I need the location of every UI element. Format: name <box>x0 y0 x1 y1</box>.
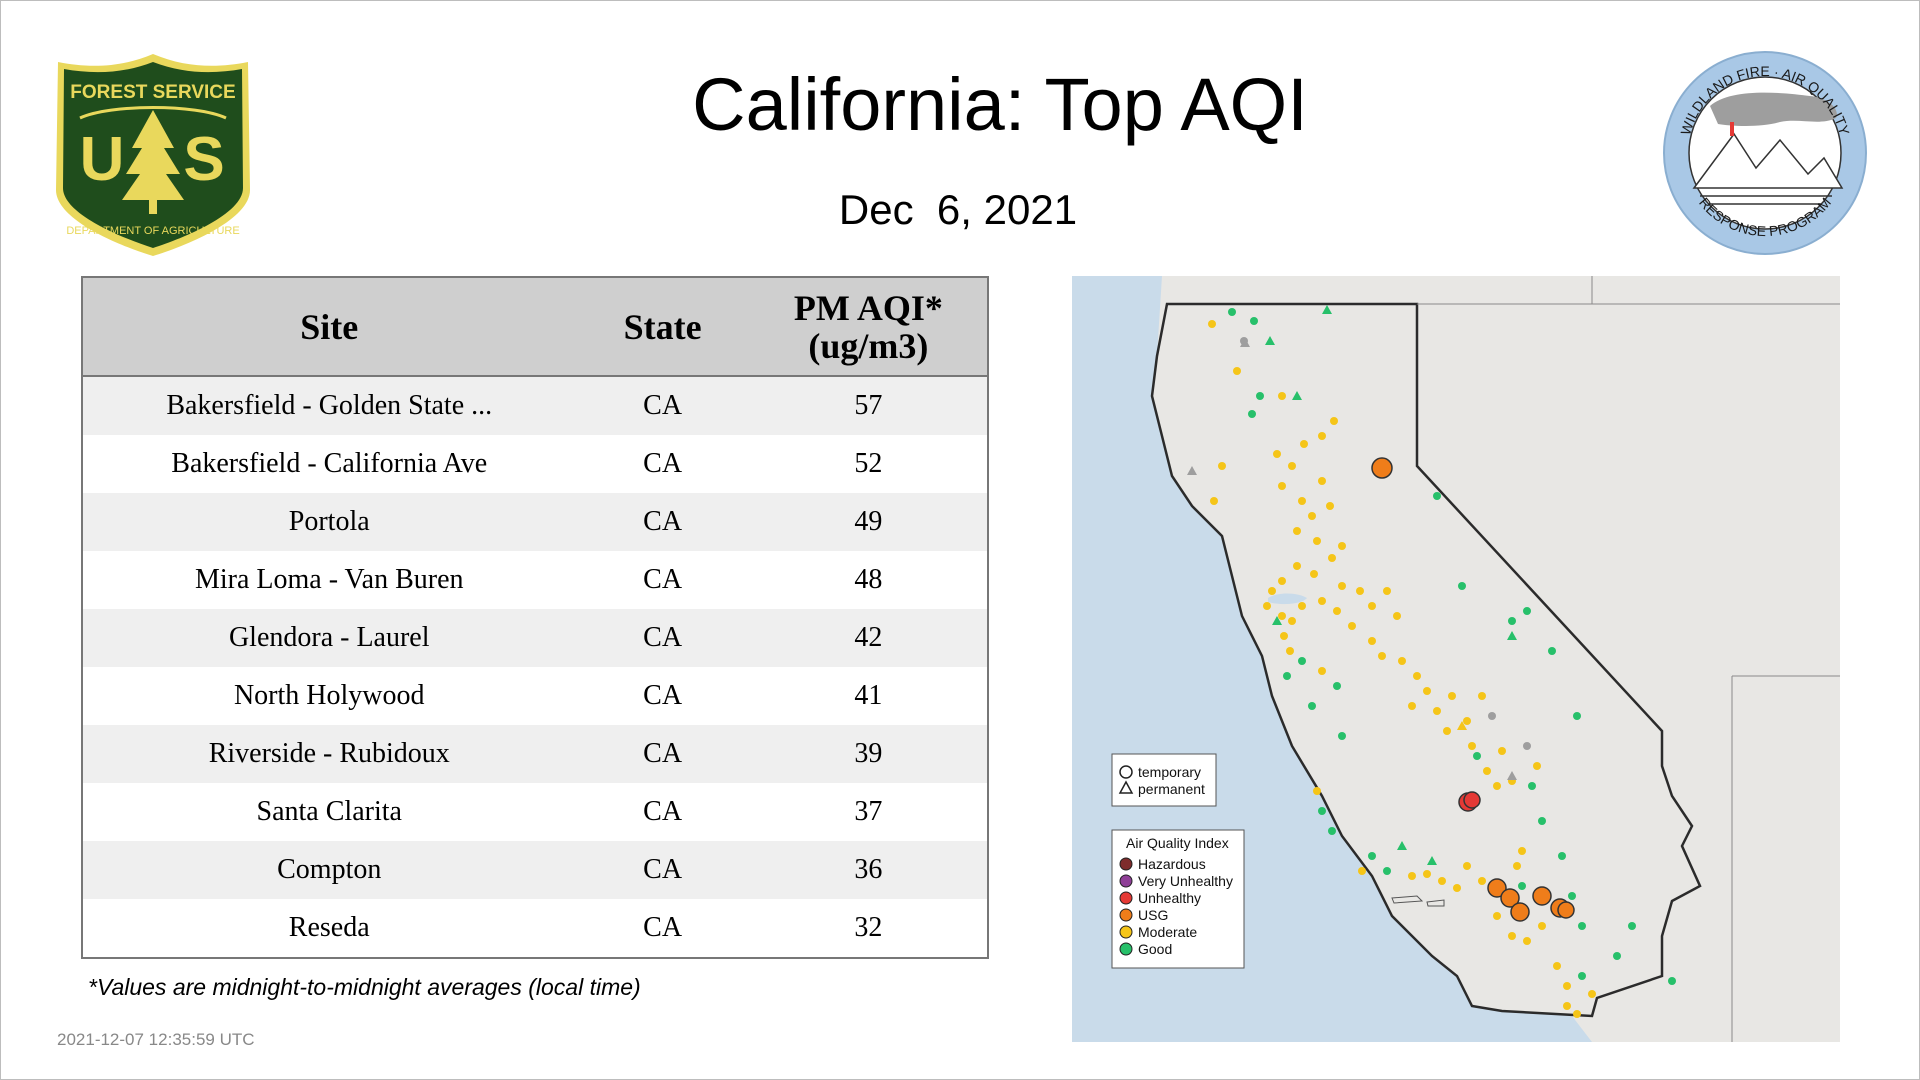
cell-aqi: 32 <box>749 899 988 958</box>
cell-aqi: 41 <box>749 667 988 725</box>
table-row: Portola CA 49 <box>82 493 988 551</box>
footnote: *Values are midnight-to-midnight average… <box>88 974 641 1000</box>
aqi-legend: Air Quality Index Hazardous Very Unhealt… <box>1111 829 1245 969</box>
svg-text:S: S <box>183 125 224 194</box>
table-row: Mira Loma - Van Buren CA 48 <box>82 551 988 609</box>
cell-state: CA <box>575 376 750 435</box>
cell-site: Portola <box>82 493 576 551</box>
cell-site: Reseda <box>82 899 576 958</box>
california-border <box>1150 302 1702 1018</box>
table-row: Glendora - Laurel CA 42 <box>82 609 988 667</box>
shape-legend: temporary permanent <box>1111 753 1217 807</box>
aqi-legend-good: Good <box>1138 941 1172 957</box>
header-aqi: PM AQI* (ug/m3) <box>749 277 988 377</box>
aqi-legend-moderate: Moderate <box>1138 924 1197 940</box>
bay-area-water <box>1268 593 1307 605</box>
cell-site: Riverside - Rubidoux <box>82 725 576 783</box>
generated-timestamp: 2021-12-07 12:35:59 UTC <box>57 1030 255 1049</box>
california-aqi-map: temporary permanent Air Quality Index Ha… <box>1072 276 1840 1042</box>
table-row: Santa Clarita CA 37 <box>82 783 988 841</box>
cell-state: CA <box>575 899 750 958</box>
land <box>1152 276 1840 1042</box>
cell-aqi: 39 <box>749 725 988 783</box>
forest-service-shield-logo: FOREST SERVICE U S DEPARTMENT OF AGRICUL… <box>56 54 250 256</box>
legend-temporary: temporary <box>1138 764 1201 780</box>
cell-aqi: 57 <box>749 376 988 435</box>
aqi-legend-unhealthy: Unhealthy <box>1138 890 1201 906</box>
temporary-circle-icon <box>1119 765 1133 779</box>
cell-state: CA <box>575 609 750 667</box>
cell-state: CA <box>575 725 750 783</box>
wildland-fire-aqrp-logo: WILDLAND FIRE · AIR QUALITY RESPONSE PRO… <box>1663 51 1867 255</box>
table-row: Reseda CA 32 <box>82 899 988 958</box>
table-row: Compton CA 36 <box>82 841 988 899</box>
aqi-legend-title: Air Quality Index <box>1126 835 1229 851</box>
permanent-triangle-icon <box>1118 780 1134 794</box>
cell-state: CA <box>575 435 750 493</box>
cell-aqi: 48 <box>749 551 988 609</box>
page-title-text: California: Top AQI <box>692 63 1308 146</box>
cell-aqi: 37 <box>749 783 988 841</box>
cell-site: Bakersfield - California Ave <box>82 435 576 493</box>
cell-site: Bakersfield - Golden State ... <box>82 376 576 435</box>
svg-text:U: U <box>80 125 125 194</box>
header-aqi-line2: (ug/m3) <box>808 325 929 366</box>
top-aqi-table: Site State PM AQI* (ug/m3) Bakersfield - … <box>81 276 989 959</box>
shield-bottom-text: DEPARTMENT OF AGRICULTURE <box>66 225 239 237</box>
cell-state: CA <box>575 841 750 899</box>
cell-aqi: 52 <box>749 435 988 493</box>
cell-site: Mira Loma - Van Buren <box>82 551 576 609</box>
aqi-legend-hazardous: Hazardous <box>1138 856 1206 872</box>
table-row: Bakersfield - Golden State ... CA 57 <box>82 376 988 435</box>
legend-permanent: permanent <box>1138 781 1205 797</box>
cell-state: CA <box>575 551 750 609</box>
table-row: North Holywood CA 41 <box>82 667 988 725</box>
pine-tree-icon <box>122 110 184 200</box>
header-site: Site <box>82 277 576 377</box>
page-title: California: Top AQI <box>0 62 1920 147</box>
report-date-text: Dec 6, 2021 <box>838 186 1078 233</box>
aqi-legend-very-unhealthy: Very Unhealthy <box>1138 873 1233 889</box>
cell-state: CA <box>575 667 750 725</box>
cell-state: CA <box>575 493 750 551</box>
table-row: Riverside - Rubidoux CA 39 <box>82 725 988 783</box>
header-state: State <box>575 277 750 377</box>
cell-aqi: 42 <box>749 609 988 667</box>
shield-top-text: FOREST SERVICE <box>70 82 235 103</box>
aqi-legend-usg: USG <box>1138 907 1168 923</box>
cell-site: North Holywood <box>82 667 576 725</box>
unhealthy-sites <box>1458 791 1481 812</box>
table-row: Bakersfield - California Ave CA 52 <box>82 435 988 493</box>
cell-site: Glendora - Laurel <box>82 609 576 667</box>
cell-state: CA <box>575 783 750 841</box>
header-aqi-line1: PM AQI* <box>793 287 943 328</box>
usg-sites <box>1371 457 1575 922</box>
cell-site: Santa Clarita <box>82 783 576 841</box>
report-date: Dec 6, 2021 <box>0 186 1920 234</box>
permanent-site-triangles <box>1187 305 1517 865</box>
cell-aqi: 49 <box>749 493 988 551</box>
cell-site: Compton <box>82 841 576 899</box>
cell-aqi: 36 <box>749 841 988 899</box>
